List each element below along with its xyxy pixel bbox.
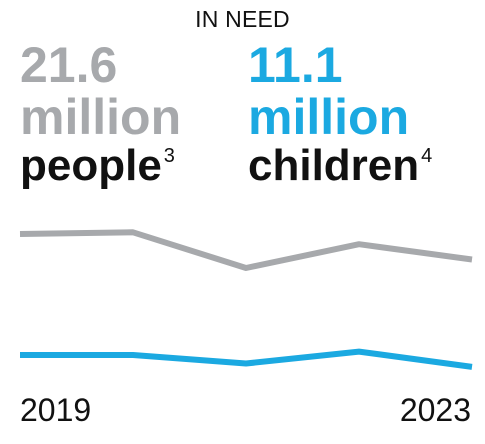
stat-children-value: 11.1 xyxy=(248,37,343,93)
stat-people-footnote: 3 xyxy=(163,145,175,167)
series-line-children xyxy=(20,348,473,370)
stat-children-unit: million xyxy=(248,89,410,145)
stat-people-label: people xyxy=(20,141,162,190)
x-label-end: 2023 xyxy=(399,392,471,428)
stat-children-label: children xyxy=(248,141,420,190)
stat-children-label-wrap: children 4 xyxy=(248,144,432,188)
stat-people-value: 21.6 xyxy=(20,37,118,93)
series-line-people xyxy=(19,229,473,271)
stat-people-unit: million xyxy=(20,89,182,145)
stat-people-label-wrap: people 3 xyxy=(20,144,181,188)
section-heading: IN NEED xyxy=(195,6,290,32)
stat-children: 11.1 million children 4 xyxy=(248,40,432,188)
stat-people: 21.6 million people 3 xyxy=(20,40,181,188)
x-label-start: 2019 xyxy=(20,392,92,428)
stat-children-footnote: 4 xyxy=(421,145,433,167)
